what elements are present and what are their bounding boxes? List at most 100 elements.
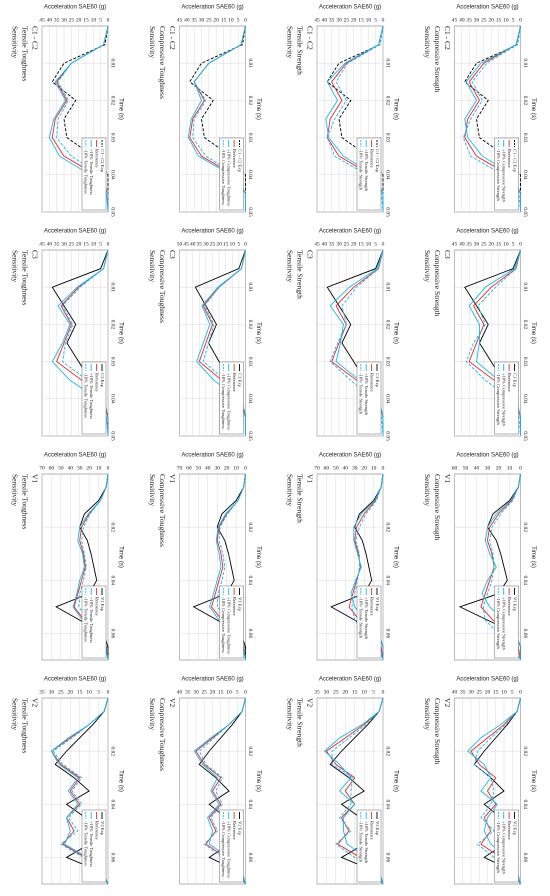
y-axis-title: Acceleration SAE60 (g) xyxy=(181,453,243,459)
chart-title: Sensitivity xyxy=(423,698,432,730)
legend-label: +10% Tensile Toughness xyxy=(89,821,94,867)
y-tick-label: 45 xyxy=(314,241,320,247)
y-tick-label: 40 xyxy=(68,465,74,471)
y-tick-label: 40 xyxy=(322,17,328,23)
x-tick-label: 0.01 xyxy=(522,282,528,292)
y-tick-label: 20 xyxy=(485,689,491,695)
chart-title: Sensitivity xyxy=(285,26,294,58)
y-tick-label: 10 xyxy=(371,465,377,471)
y-tick-label: 20 xyxy=(488,17,494,23)
chart-title: Compressive Strength xyxy=(433,698,442,765)
legend-label: -10% Tensile Strength xyxy=(359,149,364,191)
y-axis-title: Acceleration SAE60 (g) xyxy=(456,5,518,11)
legend-label: -10% Compressive Toughness xyxy=(221,821,226,877)
y-tick-label: 10 xyxy=(91,17,97,23)
chart-title: C1 - C2 xyxy=(443,26,452,50)
y-axis-title: Acceleration SAE60 (g) xyxy=(456,677,518,683)
series-line xyxy=(51,25,109,212)
y-tick-label: 45 xyxy=(39,241,45,247)
y-tick-label: 0 xyxy=(244,465,247,471)
y-tick-label: 15 xyxy=(496,17,502,23)
x-tick-label: 0.06 xyxy=(247,853,253,863)
y-tick-label: 5 xyxy=(237,17,240,23)
x-tick-label: 0.04 xyxy=(110,575,116,585)
y-tick-label: 5 xyxy=(512,241,515,247)
y-tick-label: 0 xyxy=(107,689,110,695)
legend-box xyxy=(356,361,382,435)
y-tick-label: 35 xyxy=(314,689,320,695)
y-tick-label: 25 xyxy=(477,689,483,695)
y-tick-label: 15 xyxy=(352,689,358,695)
chart-title: V2 xyxy=(30,698,39,707)
chart-title: C3 xyxy=(443,250,452,259)
legend-label: +10% Compressive Toughness xyxy=(227,149,232,206)
x-axis-title: Time (s) xyxy=(392,770,398,792)
y-tick-label: 10 xyxy=(96,465,102,471)
y-tick-label: 25 xyxy=(344,17,350,23)
y-tick-label: 20 xyxy=(361,465,367,471)
y-tick-label: 5 xyxy=(372,689,375,695)
x-tick-label: 0.03 xyxy=(247,133,253,143)
x-tick-label: 0.06 xyxy=(385,629,391,639)
series-line xyxy=(325,697,384,885)
series-line xyxy=(473,697,521,885)
x-tick-label: 0.04 xyxy=(247,575,253,585)
legend-label: C3 Exp xyxy=(375,373,380,388)
y-tick-label: 0 xyxy=(382,17,385,23)
x-axis-title: Time (s) xyxy=(392,98,398,120)
legend-label: V2 Exp xyxy=(100,821,105,836)
legend-label: Reference xyxy=(95,373,100,392)
y-tick-label: 0 xyxy=(382,465,385,471)
y-tick-label: 40 xyxy=(190,241,196,247)
legend-label: Reference xyxy=(95,149,100,168)
y-tick-label: 20 xyxy=(76,17,82,23)
legend-label: +10% Tensile Strength xyxy=(364,149,369,192)
legend-box xyxy=(81,361,107,435)
chart-title: Tensile Strength xyxy=(295,26,304,75)
y-tick-label: 30 xyxy=(474,241,480,247)
y-tick-label: 50 xyxy=(196,465,202,471)
x-tick-label: 0.02 xyxy=(110,320,116,330)
x-axis-title: Time (s) xyxy=(117,770,123,792)
legend-label: -10% Compressive Strength xyxy=(496,149,501,202)
legend-label: -10% Tensile Toughness xyxy=(84,373,89,418)
y-tick-label: 15 xyxy=(83,17,89,23)
y-tick-label: 35 xyxy=(329,241,335,247)
y-tick-label: 30 xyxy=(336,17,342,23)
x-tick-label: 0.03 xyxy=(247,357,253,367)
x-axis-title: Time (s) xyxy=(392,322,398,344)
y-tick-label: 60 xyxy=(49,465,55,471)
chart-title: Sensitivity xyxy=(285,474,294,506)
legend-label: +10% Compressive Strength xyxy=(502,373,507,427)
y-tick-label: 5 xyxy=(99,241,102,247)
y-axis-title: Acceleration SAE60 (g) xyxy=(181,229,243,235)
legend-label: C3 Exp xyxy=(237,373,242,388)
y-tick-label: 30 xyxy=(336,241,342,247)
y-tick-label: 35 xyxy=(185,689,191,695)
x-axis-title: Time (s) xyxy=(530,322,536,344)
series-line xyxy=(482,473,521,661)
y-tick-label: 45 xyxy=(452,17,458,23)
series-line xyxy=(329,697,384,885)
y-tick-label: 50 xyxy=(177,241,183,247)
y-tick-label: 30 xyxy=(199,17,205,23)
y-tick-label: 5 xyxy=(238,241,241,247)
legend-label: -10% Compressive Strength xyxy=(496,821,501,874)
x-tick-label: 0.02 xyxy=(385,96,391,106)
legend-label: Reference xyxy=(507,149,512,168)
y-tick-label: 5 xyxy=(512,17,515,23)
y-tick-label: 0 xyxy=(244,17,247,23)
x-tick-label: 0.02 xyxy=(385,522,391,532)
legend-label: +10% Compressive Strength xyxy=(502,821,507,875)
y-tick-label: 15 xyxy=(358,17,364,23)
y-tick-label: 35 xyxy=(329,17,335,23)
chart-title: Sensitivity xyxy=(423,26,432,58)
y-axis-title: Acceleration SAE60 (g) xyxy=(181,677,243,683)
y-tick-label: 30 xyxy=(324,689,330,695)
legend-label: +10% Tensile Toughness xyxy=(89,149,94,195)
x-tick-label: 0.04 xyxy=(522,394,528,404)
y-tick-label: 25 xyxy=(206,17,212,23)
